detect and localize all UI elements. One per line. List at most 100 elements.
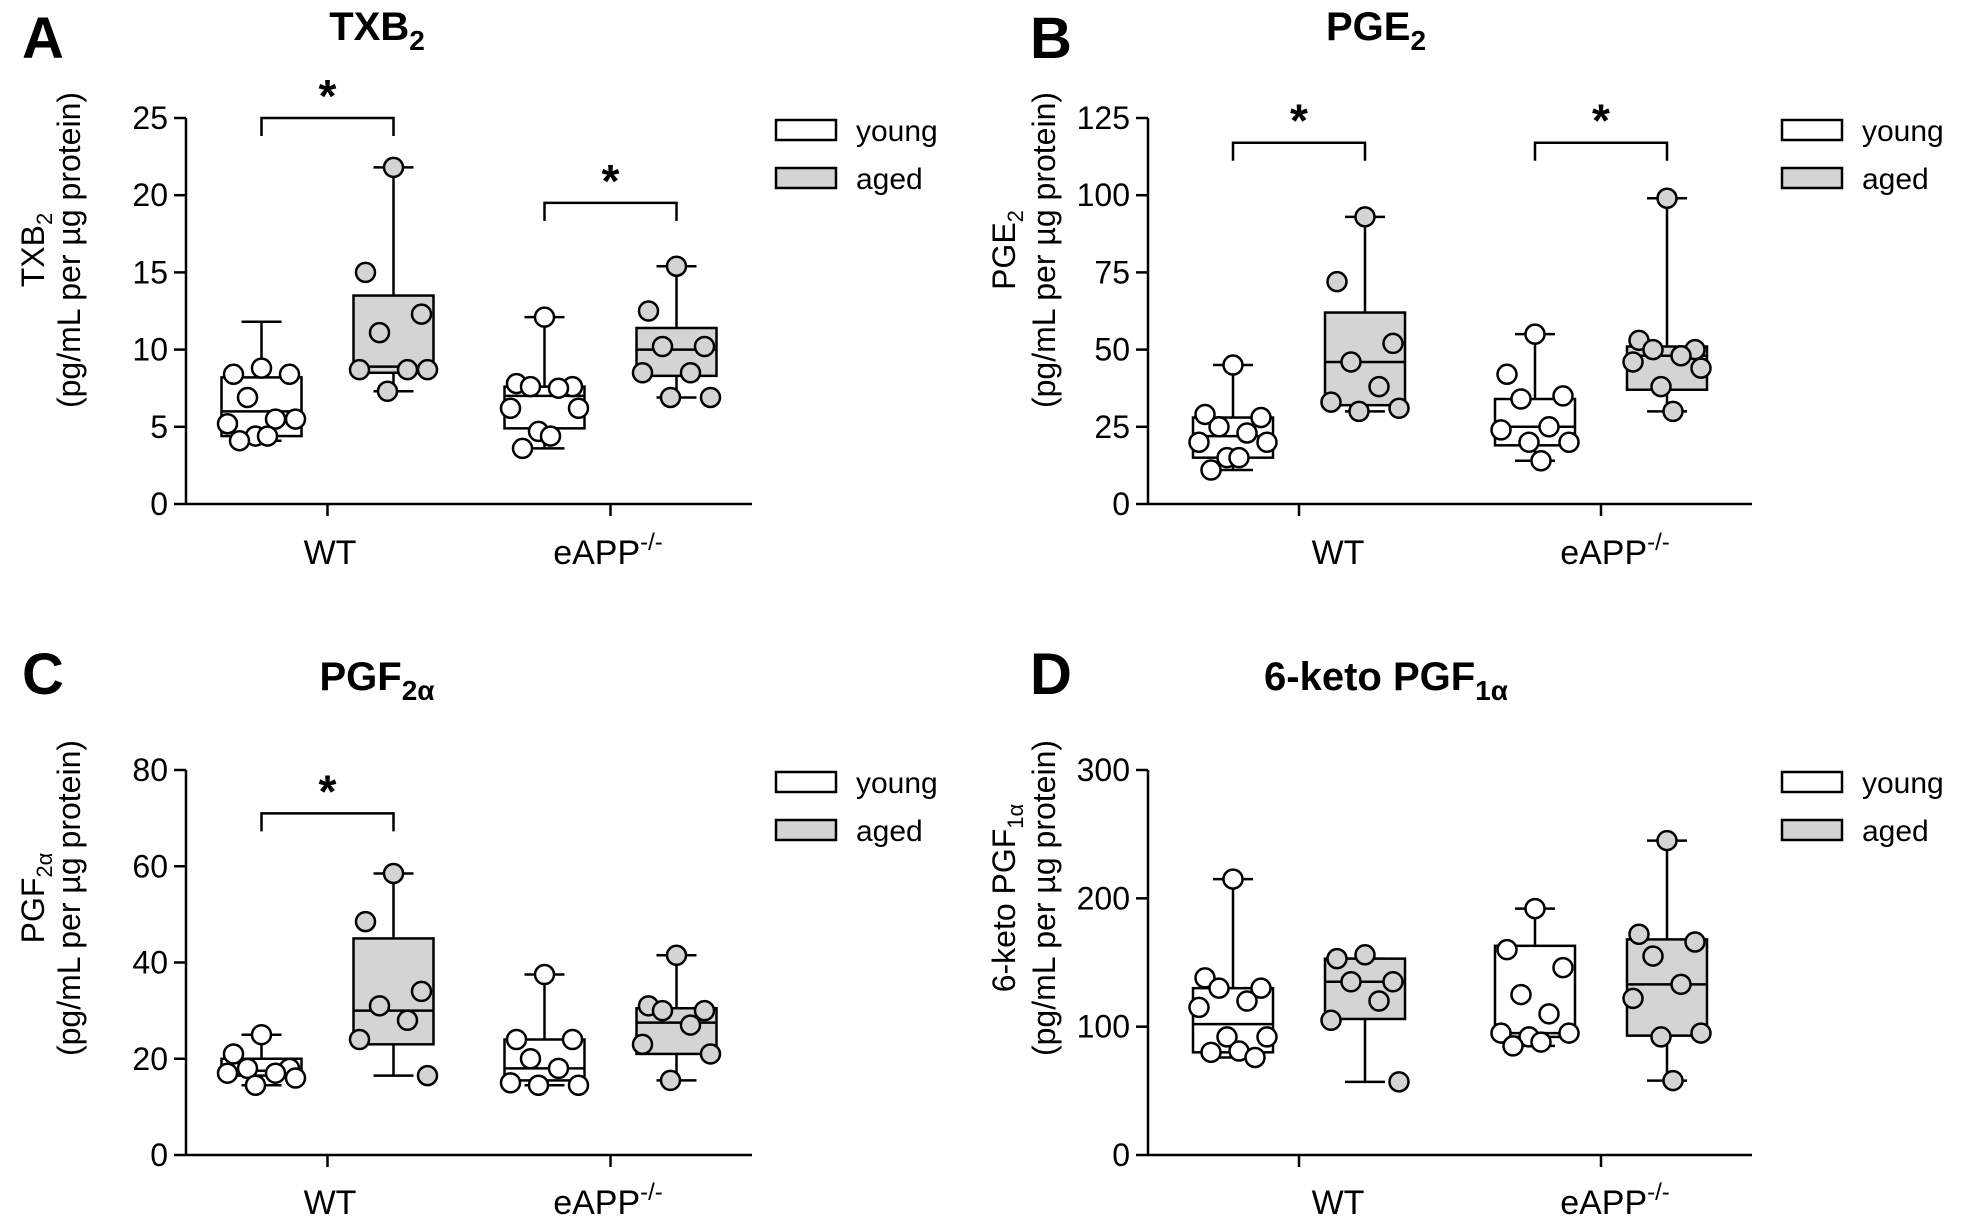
box-eapp-young-data-point [539,425,562,447]
box-eapp-young-data-point [1538,416,1560,438]
box-eapp-young-data-point [533,306,556,328]
box-wt-young-data-point [1208,977,1230,999]
box-wt-young-data-point [1256,431,1278,453]
box-eapp-young-data-point [1558,1022,1580,1044]
box-eapp-young-data-point [533,963,556,986]
legend-swatch-young [774,118,838,142]
box-eapp-aged-data-point [1650,375,1672,398]
panel-c-y-axis-unit: (pg/mL per µg protein) [51,740,87,1056]
y-tick-label: 60 [132,848,168,884]
box-wt-aged-data-point [376,380,399,403]
box-wt-young-data-point [1244,1046,1266,1069]
legend-swatch-young [1780,118,1844,142]
box-wt-aged-box [1323,311,1407,407]
box-wt-young-data-point [256,425,279,447]
box-eapp-aged-data-point [1622,987,1644,1010]
box-wt-young-data-point [222,1043,245,1065]
box-wt-young-data-point [1222,868,1244,890]
box-wt-young-data-point [278,363,301,386]
box-eapp-young-data-point [519,375,542,398]
y-tick-label: 125 [1077,100,1130,136]
box-eapp-aged-data-point [1656,187,1678,210]
box-eapp-young-data-point [1552,956,1574,979]
box-wt-aged-data-point [1388,1071,1410,1093]
panel-letter-d: D [1030,642,1072,707]
legend-label-aged: aged [1862,815,1929,848]
box-eapp-aged-data-point [1628,923,1650,946]
box-wt-aged-data-point [1368,990,1390,1012]
box-eapp-aged-data-point [1650,1026,1672,1048]
box-wt-young-data-point [1236,990,1258,1012]
box-wt-young-data-point [222,363,245,386]
box-wt-aged-data-point [1340,351,1362,373]
significance-marker: * [1592,95,1610,147]
box-eapp-young-data-point [1524,897,1546,920]
box-eapp-aged-data-point [679,1014,702,1036]
panel-b-y-axis-label: PGE2 [986,210,1028,290]
panel-a-x-axis-labels: WT eAPP-/- [304,529,663,572]
panel-d-y-axis-unit: (pg/mL per µg protein) [1026,740,1062,1056]
box-eapp-aged-data-point [651,335,674,358]
box-wt-young-data-point [1236,422,1258,444]
box-wt-young-data-point [1194,403,1216,426]
y-tick-label: 10 [132,332,168,368]
box-wt-young-data-point [1194,967,1216,989]
panel-c-plot: 0 20 40 60 80 * [132,752,752,1173]
box-wt-aged-data-point [1382,332,1404,355]
significance-bracket [543,201,678,221]
box-wt-aged-data-point [348,358,371,381]
box-wt-aged-data-point [1348,400,1370,423]
box-wt-young-data-point [284,408,307,430]
box-wt-aged-data-point [382,156,405,179]
box-eapp-young-data-point [1552,385,1574,407]
box-wt-young-data-point [236,386,259,409]
box-eapp-aged-data-point [1622,351,1644,373]
box-eapp-aged-data-point [637,300,660,322]
box-eapp-aged-data-point [699,386,722,409]
box-eapp-aged-box [1625,938,1709,1037]
box-wt-aged-data-point [354,261,377,284]
box-wt-young-data-point [1200,1041,1222,1064]
significance-bracket [260,116,395,136]
box-wt-aged-data-point [410,303,433,325]
box-wt-young-data-point [1256,1026,1278,1048]
significance-bracket [1231,141,1367,161]
legend-swatch-young [774,770,838,794]
box-wt-aged-data-point [1340,971,1362,993]
y-tick-label: 100 [1077,1009,1130,1045]
legend-label-young: young [856,767,938,800]
significance-marker: * [1290,95,1308,147]
legend-swatch-aged [1780,818,1844,842]
panel-d-legend: young aged [1780,767,1944,848]
box-eapp-young-box [1493,944,1577,1039]
panel-d-plot: 0 100 200 300 [1077,752,1752,1173]
y-tick-label: 20 [132,1041,168,1077]
panel-b-y-axis-unit: (pg/mL per µg protein) [1026,92,1062,408]
box-eapp-aged-data-point [1642,338,1664,361]
panel-a-y-axis-label: TXB2 [15,213,57,287]
panel-b: B PGE2 PGE2 (pg/mL per µg protein) 0 25 50… [986,5,1944,572]
y-tick-label: 50 [1094,332,1130,368]
box-wt-young-data-point [1250,406,1272,429]
box-wt-aged-data-point [1354,944,1376,966]
box-wt-aged-data-point [382,862,405,885]
legend-label-aged: aged [856,815,923,848]
significance-marker: * [602,155,620,207]
box-eapp-young-data-point [1496,363,1518,386]
significance-bracket [260,812,395,832]
panel-d-x-axis-labels: WT eAPP-/- [1312,1179,1670,1222]
box-eapp-aged-data-point [1690,357,1712,379]
box-eapp-young-data-point [527,1074,550,1096]
box-eapp-aged-data-point [665,255,688,277]
panel-a-y-axis-unit: (pg/mL per µg protein) [51,92,87,408]
box-eapp-young-data-point [511,437,534,460]
box-eapp-aged-data-point [1670,973,1692,996]
box-eapp-young-data-point [1510,983,1532,1006]
box-wt-young-data-point [264,1062,287,1084]
box-eapp-aged-data-point [665,944,688,967]
box-wt-young-data-point [1222,354,1244,376]
box-eapp-young-data-point [505,1028,528,1051]
box-eapp-young-data-point [1518,431,1540,453]
panel-d-y-axis-label: 6-keto PGF1α [986,803,1028,992]
panel-d: D 6-keto PGF1α 6-keto PGF1α (pg/mL per µ… [986,642,1944,1222]
